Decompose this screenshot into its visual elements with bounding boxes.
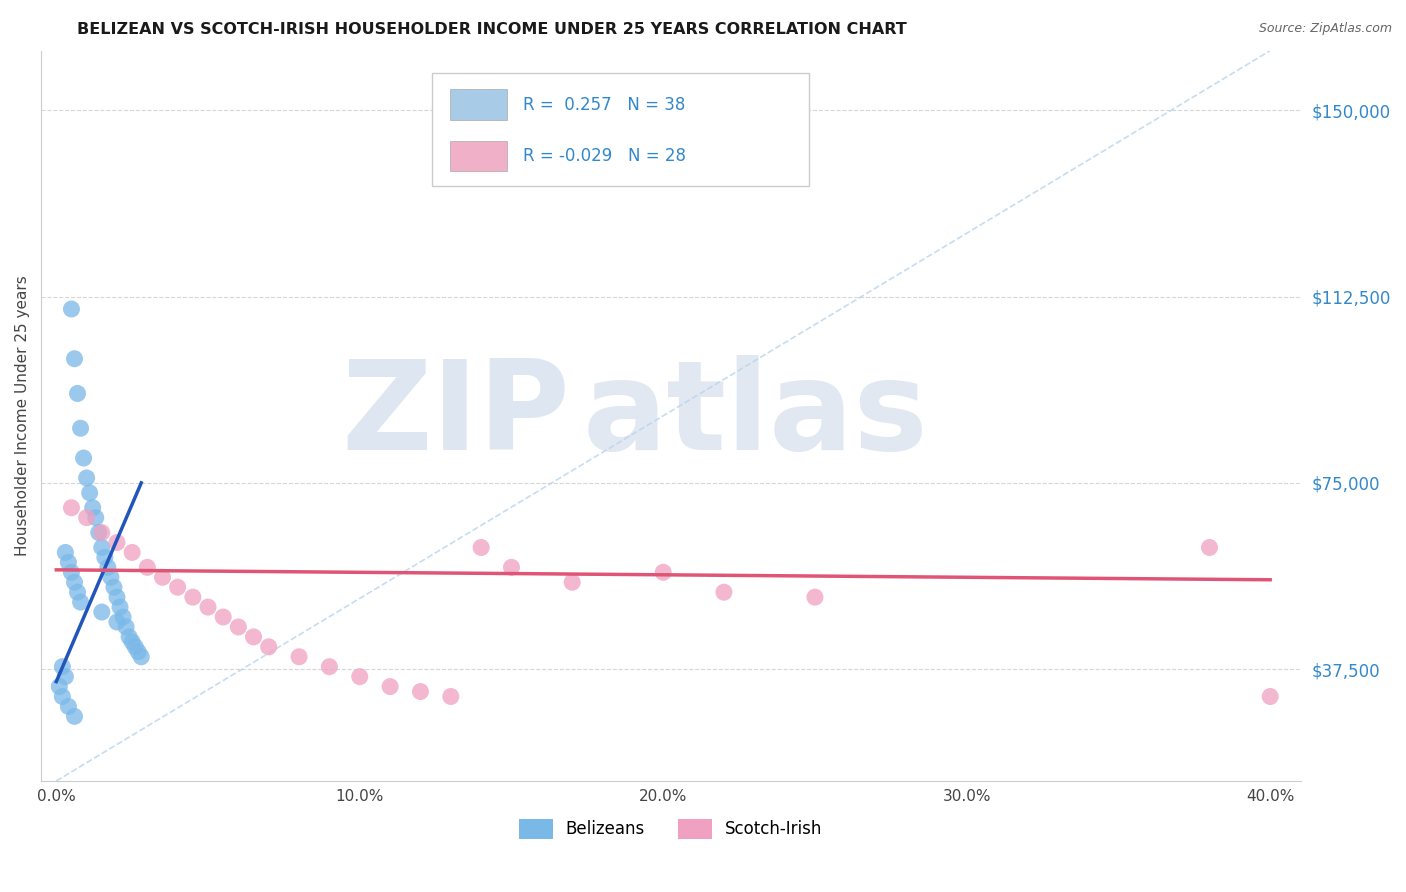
Text: R =  0.257   N = 38: R = 0.257 N = 38 — [523, 95, 686, 113]
Point — [257, 640, 280, 654]
FancyBboxPatch shape — [432, 72, 810, 186]
Point — [63, 351, 86, 366]
Point — [90, 605, 112, 619]
Legend: Belizeans, Scotch-Irish: Belizeans, Scotch-Irish — [513, 812, 830, 846]
Point — [66, 386, 89, 401]
Point — [136, 560, 159, 574]
Text: Source: ZipAtlas.com: Source: ZipAtlas.com — [1258, 22, 1392, 36]
FancyBboxPatch shape — [450, 141, 508, 171]
Point — [72, 451, 94, 466]
Point — [48, 680, 70, 694]
Point — [804, 590, 827, 604]
Point — [94, 550, 117, 565]
Point — [76, 471, 98, 485]
Point — [121, 545, 143, 559]
Point — [90, 525, 112, 540]
Point — [84, 510, 107, 524]
Y-axis label: Householder Income Under 25 years: Householder Income Under 25 years — [15, 276, 30, 557]
Point — [713, 585, 735, 599]
Point — [124, 640, 146, 654]
Point — [108, 600, 131, 615]
Point — [127, 645, 149, 659]
Point — [55, 545, 77, 559]
Point — [82, 500, 104, 515]
Point — [60, 500, 83, 515]
Point — [118, 630, 141, 644]
Point — [69, 421, 91, 435]
Point — [60, 301, 83, 316]
Point — [87, 525, 110, 540]
Point — [105, 615, 128, 629]
Point — [1258, 690, 1281, 704]
Point — [100, 570, 122, 584]
Point — [378, 680, 401, 694]
Point — [212, 610, 235, 624]
Point — [76, 510, 98, 524]
Point — [228, 620, 250, 634]
Point — [63, 709, 86, 723]
Point — [66, 585, 89, 599]
Text: ZIP: ZIP — [342, 355, 569, 476]
Point — [69, 595, 91, 609]
Point — [112, 610, 135, 624]
Point — [197, 600, 219, 615]
Point — [152, 570, 174, 584]
Point — [105, 535, 128, 549]
Point — [501, 560, 523, 574]
Point — [51, 690, 73, 704]
Point — [58, 555, 80, 569]
Point — [51, 659, 73, 673]
Point — [652, 566, 675, 580]
Point — [470, 541, 492, 555]
Point — [55, 670, 77, 684]
Point — [63, 575, 86, 590]
Point — [115, 620, 138, 634]
Point — [349, 670, 371, 684]
Text: R = -0.029   N = 28: R = -0.029 N = 28 — [523, 147, 686, 165]
Point — [1198, 541, 1220, 555]
Point — [90, 541, 112, 555]
Point — [242, 630, 264, 644]
Point — [166, 580, 188, 594]
Point — [97, 560, 120, 574]
Point — [121, 635, 143, 649]
Point — [561, 575, 583, 590]
Text: BELIZEAN VS SCOTCH-IRISH HOUSEHOLDER INCOME UNDER 25 YEARS CORRELATION CHART: BELIZEAN VS SCOTCH-IRISH HOUSEHOLDER INC… — [77, 22, 907, 37]
Point — [318, 659, 340, 673]
Point — [79, 485, 101, 500]
Point — [288, 649, 311, 664]
Point — [181, 590, 204, 604]
Point — [105, 590, 128, 604]
Point — [60, 566, 83, 580]
FancyBboxPatch shape — [450, 89, 508, 120]
Point — [103, 580, 125, 594]
Point — [440, 690, 463, 704]
Point — [58, 699, 80, 714]
Point — [409, 684, 432, 698]
Point — [129, 649, 152, 664]
Text: atlas: atlas — [582, 355, 928, 476]
